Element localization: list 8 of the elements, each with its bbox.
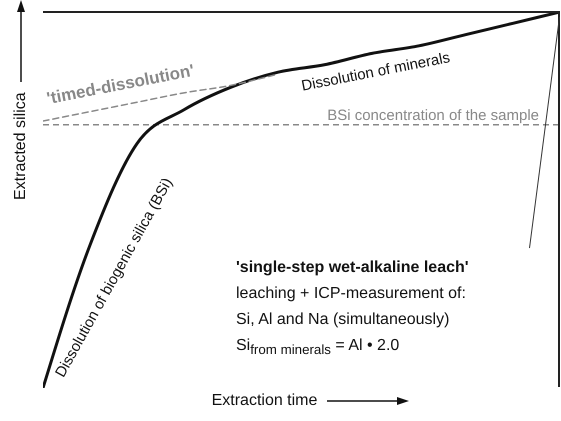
annotation: 'single-step wet-alkaline leach' [236,258,469,278]
annotation: leaching + ICP-measurement of: [236,284,467,304]
annotation: Dissolution of minerals [300,49,452,95]
x-axis-title: Extraction time [212,392,318,410]
ref-line-label: BSi concentration of the sample [327,106,539,124]
annotation: Si$_{from minerals}$ = Al • 2.0 [236,336,400,360]
y-axis-title: Extracted silica [12,92,30,200]
annotation: Si, Al and Na (simultaneously) [236,310,450,330]
